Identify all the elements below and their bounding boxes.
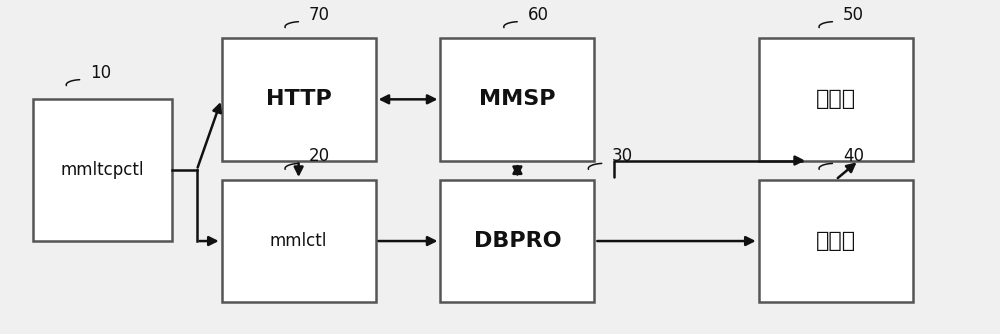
Text: DBPRO: DBPRO [474, 231, 561, 251]
Text: 60: 60 [528, 6, 549, 24]
Text: mmlctl: mmlctl [270, 232, 327, 250]
Text: 数据库: 数据库 [816, 231, 856, 251]
Text: HTTP: HTTP [266, 89, 332, 109]
Text: 10: 10 [90, 64, 111, 82]
FancyBboxPatch shape [759, 180, 913, 302]
FancyBboxPatch shape [222, 180, 376, 302]
FancyBboxPatch shape [440, 180, 594, 302]
Text: mmltcpctl: mmltcpctl [60, 161, 144, 179]
FancyBboxPatch shape [222, 38, 376, 161]
Text: 20: 20 [309, 147, 330, 165]
FancyBboxPatch shape [759, 38, 913, 161]
Text: 30: 30 [612, 147, 633, 165]
Text: 40: 40 [843, 147, 864, 165]
Text: MMSP: MMSP [479, 89, 556, 109]
FancyBboxPatch shape [440, 38, 594, 161]
FancyBboxPatch shape [33, 99, 172, 241]
Text: 70: 70 [309, 6, 330, 24]
Text: 内存表: 内存表 [816, 89, 856, 109]
Text: 50: 50 [843, 6, 864, 24]
